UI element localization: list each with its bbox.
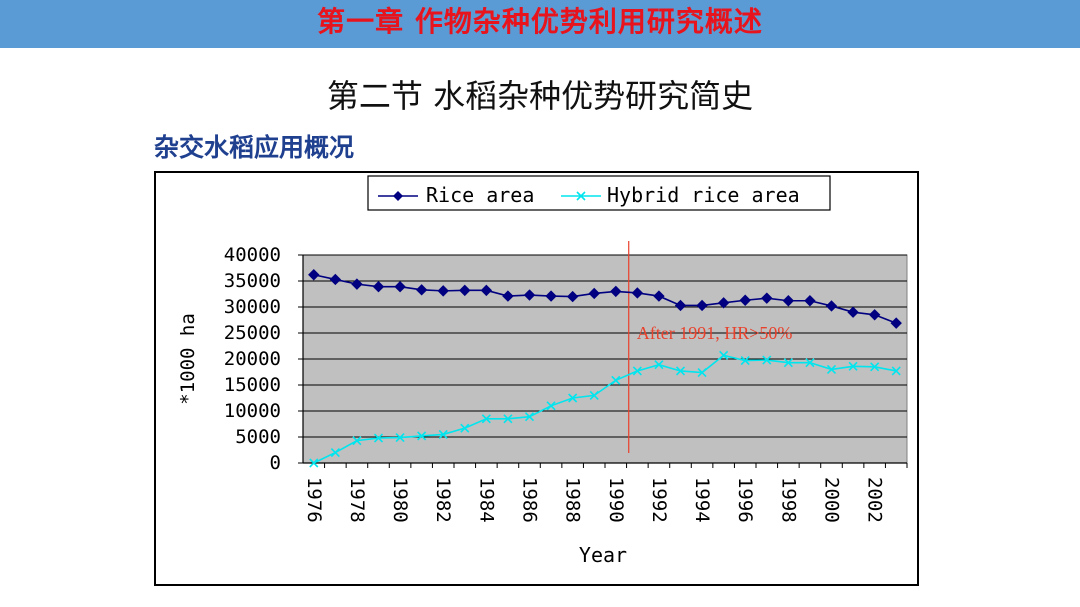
hybrid-rice-area-point bbox=[309, 458, 319, 468]
hybrid-rice-area-point bbox=[568, 393, 578, 403]
rice-area-point bbox=[890, 317, 902, 329]
rice-area-point bbox=[502, 290, 514, 302]
rice-area-point bbox=[351, 278, 363, 290]
hybrid-rice-area-point bbox=[654, 360, 664, 370]
line-chart: 0 5000 10000 15000 20000 25000 30000 35000 40000… bbox=[177, 175, 908, 567]
hybrid-rice-area-point bbox=[848, 361, 858, 371]
rice-area-point bbox=[761, 292, 773, 304]
rice-area-point bbox=[696, 299, 708, 312]
hybrid-rice-area-point bbox=[438, 429, 448, 439]
hybrid-rice-area-point bbox=[352, 436, 362, 446]
y-tick-label: 20000 bbox=[224, 348, 281, 370]
x-tick-label: 1988 bbox=[562, 477, 584, 523]
section-title: 第二节 水稻杂种优势研究简史 bbox=[326, 77, 754, 115]
hybrid-rice-area-point bbox=[611, 375, 621, 385]
hybrid-rice-area-point bbox=[891, 366, 901, 376]
legend-box bbox=[367, 175, 831, 211]
chapter-title: 第一章 作物杂种优势利用研究概述 bbox=[317, 5, 763, 38]
rice-area-point bbox=[437, 285, 449, 297]
hybrid-rice-area-point bbox=[675, 366, 686, 376]
y-tick-label: 40000 bbox=[224, 244, 281, 266]
hybrid-rice-area-point bbox=[719, 350, 729, 360]
hybrid-rice-area-line bbox=[313, 354, 897, 464]
hybrid-rice-area-point bbox=[460, 423, 470, 433]
hybrid-rice-area-point bbox=[481, 414, 491, 424]
x-tick-label: 2000 bbox=[821, 477, 843, 523]
legend-hybrid-label: Hybrid rice area bbox=[607, 183, 800, 207]
x-tick-label: 1980 bbox=[389, 477, 411, 523]
hybrid-rice-area-point bbox=[330, 448, 340, 458]
chart-frame: 0 5000 10000 15000 20000 25000 30000 35000 40000… bbox=[154, 171, 919, 586]
rice-area-point bbox=[717, 297, 730, 309]
y-tick-label: 15000 bbox=[224, 374, 281, 396]
y-tick-label: 0 bbox=[270, 452, 281, 474]
x-tick-label: 1976 bbox=[303, 477, 325, 523]
y-tick-label: 35000 bbox=[224, 270, 281, 292]
rice-area-point bbox=[566, 290, 579, 303]
x-tick-label: 1996 bbox=[734, 477, 756, 523]
hybrid-rice-area-point bbox=[524, 412, 535, 422]
y-tick-label: 25000 bbox=[224, 322, 281, 344]
rice-area-point bbox=[739, 294, 751, 306]
header-bar bbox=[0, 0, 1080, 48]
rice-area-point bbox=[631, 287, 644, 299]
rice-area-point bbox=[653, 290, 665, 302]
hybrid-rice-area-point bbox=[373, 433, 384, 443]
rice-area-point bbox=[868, 309, 881, 321]
hybrid-rice-area-point bbox=[632, 366, 642, 376]
x-tick-label: 1986 bbox=[519, 477, 541, 523]
rice-area-point bbox=[804, 295, 816, 307]
x-tick-label: 2002 bbox=[864, 477, 886, 523]
hybrid-rice-area-point bbox=[740, 355, 750, 366]
y-axis-title: *1000 ha bbox=[177, 313, 199, 405]
rice-area-point bbox=[329, 273, 342, 286]
x-axis-title: Year bbox=[579, 543, 627, 567]
hybrid-rice-area-point bbox=[589, 390, 599, 400]
hybrid-rice-area-point bbox=[417, 431, 427, 441]
hybrid-rice-area-point bbox=[697, 367, 707, 378]
rice-area-point bbox=[545, 290, 557, 302]
rice-area-point bbox=[825, 300, 838, 312]
legend-rice-marker bbox=[393, 191, 403, 201]
rice-area-point bbox=[588, 287, 600, 300]
rice-area-point bbox=[674, 299, 687, 312]
rice-area-point bbox=[415, 284, 428, 296]
rice-area-point bbox=[847, 306, 859, 318]
x-tick-label: 1998 bbox=[777, 477, 799, 523]
hybrid-rice-area-point bbox=[870, 362, 880, 372]
rice-area-point bbox=[782, 295, 795, 307]
rice-area-point bbox=[610, 285, 622, 298]
y-tick-label: 30000 bbox=[224, 296, 281, 318]
hybrid-rice-area-point bbox=[503, 414, 513, 424]
rice-area-point bbox=[308, 269, 320, 281]
y-tick-label: 10000 bbox=[224, 400, 281, 422]
rice-area-point bbox=[372, 281, 385, 293]
annotation-label: After 1991, HR>50% bbox=[637, 323, 793, 343]
rice-area-point bbox=[459, 284, 471, 297]
hybrid-rice-area-point bbox=[546, 401, 556, 411]
x-tick-label: 1994 bbox=[691, 477, 713, 523]
y-tick-label: 5000 bbox=[235, 426, 281, 448]
rice-area-line bbox=[313, 273, 897, 324]
hybrid-rice-area-point bbox=[395, 432, 405, 443]
x-tick-label: 1990 bbox=[605, 477, 627, 523]
hybrid-rice-area-point bbox=[826, 364, 837, 374]
legend-rice-label: Rice area bbox=[426, 183, 534, 207]
rice-area-point bbox=[480, 284, 493, 297]
rice-area-point bbox=[394, 281, 406, 293]
x-tick-label: 1978 bbox=[346, 477, 368, 523]
hybrid-rice-area-point bbox=[762, 355, 772, 365]
x-tick-label: 1984 bbox=[475, 477, 497, 523]
x-tick-label: 1992 bbox=[648, 477, 670, 523]
hybrid-rice-area-point bbox=[783, 358, 793, 368]
slide-subtitle: 杂交水稻应用概况 bbox=[154, 133, 355, 162]
legend-hybrid-marker bbox=[576, 191, 586, 201]
hybrid-rice-area-point bbox=[805, 358, 815, 368]
x-tick-label: 1982 bbox=[432, 477, 454, 523]
rice-area-point bbox=[523, 289, 536, 301]
